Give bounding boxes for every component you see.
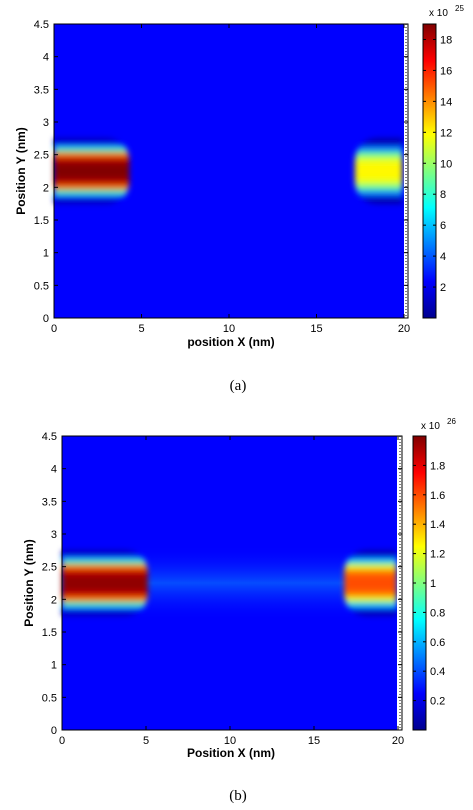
y-tick-label: 1.5: [42, 627, 57, 639]
x-axis-label-a: position X (nm): [187, 335, 274, 349]
caption-b: (b): [229, 788, 247, 804]
colorbar-tick-label: 0.6: [430, 637, 445, 649]
y-tick-label: 0: [51, 725, 57, 737]
colorbar-tick-label: 8: [440, 189, 446, 201]
colorbar-tick-label: 1.4: [430, 519, 445, 531]
colorbar-tick-label: 10: [440, 158, 452, 170]
colorbar-tick-label: 6: [440, 220, 446, 232]
x-axis-label-b: Position X (nm): [187, 746, 275, 760]
x-tick-label: 10: [224, 735, 236, 747]
y-tick-label: 0.5: [42, 692, 57, 704]
y-tick-label: 2.5: [42, 562, 57, 574]
y-tick-label: 4: [51, 464, 57, 476]
y-tick-label: 4: [43, 52, 49, 64]
x-tick-label: 5: [143, 735, 149, 747]
caption-a: (a): [230, 378, 247, 394]
y-ticks-b: 0 0.5 1 1.5 2 2.5 3 3.5 4 4.5: [42, 431, 402, 737]
colorbar-tick-label: 12: [440, 127, 452, 139]
x-ticks-b: 0 5 10 15 20: [59, 436, 404, 747]
heat-region: [54, 138, 130, 204]
colorbar-tick-label: 1: [430, 578, 436, 590]
y-tick-label: 1: [51, 660, 57, 672]
colorbar-ticks-b: 0.2 0.4 0.6 0.8 1 1.2 1.4 1.6 1.8: [413, 460, 445, 708]
panel-b: 0 0.5 1 1.5 2 2.5 3 3.5 4 4.5 0 5 10 15 20 Position X…: [22, 417, 456, 804]
colorbar-tick-label: 2: [440, 282, 446, 294]
colorbar-exponent-b: 26: [447, 417, 456, 426]
panel-a: 0 0.5 1 1.5 2 2.5 3 3.5 4 4.5 0 5 10 15 20 position X…: [14, 4, 464, 394]
colorbar-tick-label: 1.8: [430, 460, 445, 472]
colorbar-tick-label: 16: [440, 65, 452, 77]
colorbar-ticks-a: 2 4 6 8 10 12 14 16 18: [423, 34, 452, 294]
heat-region: [355, 138, 403, 204]
colorbar-tick-label: 0.8: [430, 607, 445, 619]
x-tick-label: 15: [310, 323, 322, 335]
colorbar-exponent-a: 25: [455, 4, 464, 13]
colorbar-tick-label: 0.2: [430, 696, 445, 708]
colorbar-tick-label: 14: [440, 96, 452, 108]
y-tick-label: 3.5: [42, 496, 57, 508]
y-tick-label: 2: [51, 594, 57, 606]
colorbar-multiplier-a: x 10: [429, 8, 448, 19]
y-tick-label: 3: [51, 529, 57, 541]
plot-frame-b: [61, 435, 403, 731]
plot-frame-a: [53, 23, 409, 319]
colorbar-tick-label: 1.6: [430, 490, 445, 502]
y-axis-label-b: Position Y (nm): [22, 539, 36, 627]
y-ticks-a: 0 0.5 1 1.5 2 2.5 3 3.5 4 4.5: [34, 19, 408, 325]
colorbar-a: [422, 23, 437, 319]
heat-regions-a: [54, 138, 403, 204]
colorbar-tick-label: 0.4: [430, 666, 445, 678]
y-tick-label: 1: [43, 248, 49, 260]
y-tick-label: 2: [43, 182, 49, 194]
y-tick-label: 0.5: [34, 280, 49, 292]
x-ticks-a: 0 5 10 15 20: [51, 24, 410, 335]
colorbar-tick-label: 4: [440, 251, 446, 263]
x-tick-label: 0: [59, 735, 65, 747]
x-tick-label: 15: [308, 735, 320, 747]
y-tick-label: 4.5: [34, 19, 49, 31]
y-tick-label: 1.5: [34, 215, 49, 227]
y-tick-label: 3.5: [34, 84, 49, 96]
y-tick-label: 0: [43, 313, 49, 325]
y-tick-label: 3: [43, 117, 49, 129]
colorbar-tick-label: 18: [440, 34, 452, 46]
x-tick-label: 5: [138, 323, 144, 335]
x-tick-label: 20: [398, 323, 410, 335]
y-axis-label-a: Position Y (nm): [14, 127, 28, 215]
x-tick-label: 0: [51, 323, 57, 335]
heat-region: [62, 550, 148, 616]
heat-regions-b: [62, 550, 397, 616]
x-tick-label: 10: [223, 323, 235, 335]
colorbar-tick-label: 1.2: [430, 549, 445, 561]
y-tick-label: 4.5: [42, 431, 57, 443]
heat-region: [344, 550, 397, 616]
colorbar-multiplier-b: x 10: [421, 421, 440, 432]
x-tick-label: 20: [392, 735, 404, 747]
y-tick-label: 2.5: [34, 150, 49, 162]
